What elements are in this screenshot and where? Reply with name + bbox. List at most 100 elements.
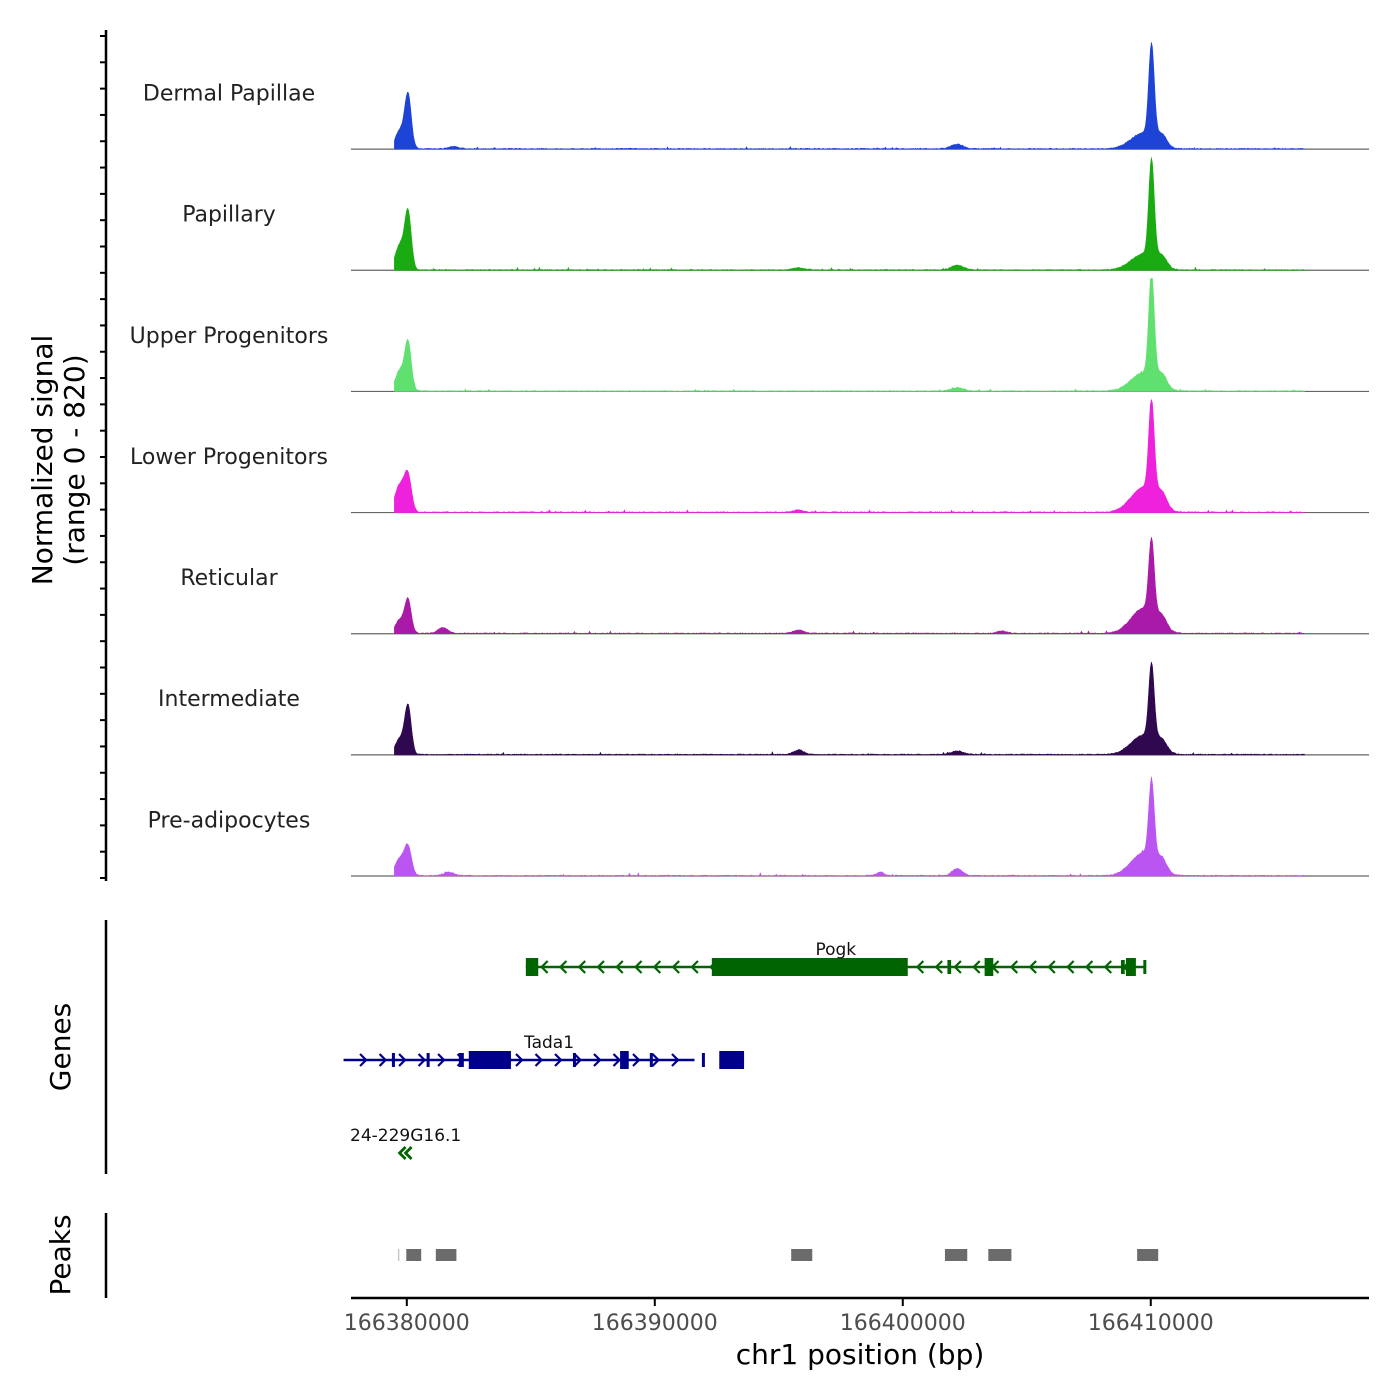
strand-arrow bbox=[671, 960, 680, 974]
strand-arrow bbox=[540, 960, 549, 974]
x-axis-ticks: 166380000 166390000 166400000 166410000 bbox=[344, 1298, 1214, 1336]
gene-exon bbox=[1125, 958, 1136, 976]
strand-arrow bbox=[1047, 960, 1056, 974]
peak-regions bbox=[397, 1249, 1159, 1261]
strand-arrow bbox=[593, 1053, 602, 1067]
strand-arrow bbox=[397, 1146, 407, 1160]
strand-arrow bbox=[690, 960, 699, 974]
gene-exon bbox=[984, 958, 994, 976]
strand-arrow bbox=[403, 1146, 413, 1160]
x-tick-label: 166380000 bbox=[344, 1311, 470, 1336]
strand-arrow bbox=[596, 960, 605, 974]
x-tick-label: 166390000 bbox=[592, 1311, 718, 1336]
strand-arrow bbox=[534, 1053, 544, 1067]
gene-exon bbox=[391, 1053, 395, 1067]
track-label: Papillary bbox=[182, 203, 276, 228]
signal-area bbox=[394, 278, 1305, 392]
signal-y-axis-title: Normalized signal bbox=[26, 335, 59, 586]
track-label: Intermediate bbox=[158, 687, 300, 712]
x-axis-title: chr1 position (bp) bbox=[736, 1338, 985, 1371]
strand-arrow bbox=[398, 1053, 407, 1067]
track-label: Dermal Papillae bbox=[143, 81, 315, 106]
gene-exon bbox=[947, 960, 952, 974]
strand-arrow bbox=[915, 960, 925, 974]
track-dermal-papillae: Dermal Papillae bbox=[143, 42, 1369, 150]
track-lower-progenitors: Lower Progenitors bbox=[130, 399, 1369, 514]
track-intermediate: Intermediate bbox=[158, 661, 1369, 756]
signal-area bbox=[394, 537, 1306, 635]
signal-area bbox=[394, 157, 1305, 271]
signal-y-axis-subtitle: (range 0 - 820) bbox=[58, 354, 91, 565]
gene-exon bbox=[1143, 960, 1147, 974]
strand-arrow bbox=[1084, 960, 1094, 974]
signal-area bbox=[394, 399, 1305, 513]
strand-arrow bbox=[953, 960, 962, 974]
peak-region bbox=[406, 1249, 422, 1261]
track-pre-adipocytes: Pre-adipocytes bbox=[148, 776, 1369, 877]
track-label: Pre-adipocytes bbox=[148, 808, 311, 833]
strand-arrow bbox=[378, 1053, 388, 1067]
genes-panel-label: Genes bbox=[44, 1003, 77, 1091]
strand-arrow bbox=[1028, 960, 1037, 974]
gene-annotations: Pogk Tada1 24-229G16.1 bbox=[343, 940, 1147, 1160]
peak-region bbox=[1137, 1249, 1159, 1261]
gene-exon bbox=[701, 1053, 705, 1067]
strand-arrow bbox=[417, 1053, 427, 1067]
gene-exon bbox=[525, 958, 539, 976]
strand-arrow bbox=[558, 960, 568, 974]
peak-region bbox=[397, 1249, 400, 1261]
gene-exon bbox=[620, 1051, 629, 1069]
gene-tada1: Tada1 bbox=[343, 1033, 745, 1069]
strand-arrow bbox=[671, 1053, 680, 1067]
strand-arrow bbox=[359, 1053, 368, 1067]
strand-arrow bbox=[1066, 960, 1075, 974]
strand-arrow bbox=[652, 960, 662, 974]
gene-pogk: Pogk bbox=[525, 940, 1147, 976]
strand-arrow bbox=[934, 960, 943, 974]
track-reticular: Reticular bbox=[180, 537, 1369, 635]
gene-exon bbox=[1121, 960, 1125, 974]
strand-arrow bbox=[577, 960, 586, 974]
strand-arrow bbox=[632, 1053, 641, 1067]
track-label: Upper Progenitors bbox=[130, 324, 329, 349]
strand-arrow bbox=[1103, 960, 1113, 974]
track-upper-progenitors: Upper Progenitors bbox=[130, 278, 1369, 393]
track-label: Lower Progenitors bbox=[130, 445, 328, 470]
gene-exon bbox=[468, 1051, 511, 1069]
x-tick-label: 166400000 bbox=[840, 1311, 966, 1336]
strand-arrow bbox=[573, 1053, 583, 1067]
signal-area bbox=[394, 42, 1305, 150]
x-tick-label: 166410000 bbox=[1088, 1311, 1214, 1336]
strand-arrow bbox=[437, 1053, 446, 1067]
strand-arrow bbox=[634, 960, 643, 974]
track-label: Reticular bbox=[180, 566, 278, 591]
signal-area bbox=[394, 776, 1305, 877]
gene-24-229g16-1: 24-229G16.1 bbox=[350, 1126, 461, 1160]
peak-region bbox=[791, 1249, 813, 1261]
signal-y-axis-ticks bbox=[100, 35, 106, 879]
peak-region bbox=[435, 1249, 457, 1261]
strand-arrow bbox=[612, 1053, 622, 1067]
gene-label: Pogk bbox=[815, 940, 856, 960]
gene-exon bbox=[426, 1053, 430, 1067]
peak-region bbox=[944, 1249, 968, 1261]
track-papillary: Papillary bbox=[182, 157, 1369, 271]
strand-arrow bbox=[515, 1053, 524, 1067]
signal-area bbox=[394, 661, 1305, 756]
strand-arrow bbox=[554, 1053, 563, 1067]
strand-arrow bbox=[651, 1053, 661, 1067]
peak-region bbox=[988, 1249, 1012, 1261]
gene-exon bbox=[458, 1053, 464, 1067]
gene-label: 24-229G16.1 bbox=[350, 1126, 461, 1146]
gene-label: Tada1 bbox=[523, 1033, 574, 1053]
strand-arrow bbox=[972, 960, 981, 974]
gene-exon bbox=[649, 1053, 653, 1067]
gene-exon bbox=[711, 958, 908, 976]
signal-tracks: Dermal Papillae Papillary Upper Progenitor… bbox=[130, 42, 1369, 877]
strand-arrow bbox=[615, 960, 624, 974]
gene-exon bbox=[719, 1051, 745, 1069]
peaks-panel-label: Peaks bbox=[44, 1214, 77, 1295]
gene-exon bbox=[572, 1053, 576, 1067]
strand-arrow bbox=[1009, 960, 1019, 974]
